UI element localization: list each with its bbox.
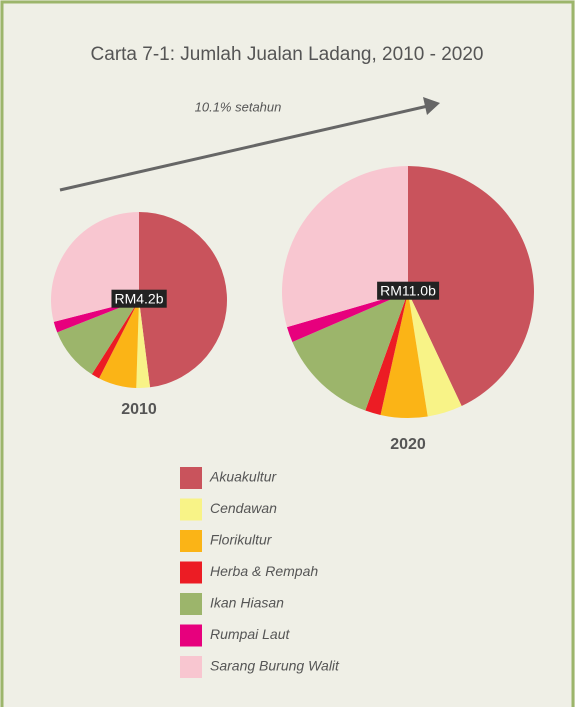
total-label-bg	[377, 281, 440, 300]
pie-slice	[99, 300, 139, 388]
legend-swatch	[180, 530, 202, 552]
pie-slice	[380, 292, 428, 419]
chart-title: Carta 7-1: Jumlah Jualan Ladang, 2010 - …	[91, 44, 484, 65]
arrow-head	[423, 97, 440, 115]
total-label: RM4.2b	[114, 291, 163, 307]
total-label-bg	[111, 289, 167, 308]
year-label: 2010	[121, 401, 157, 418]
pie-slice	[408, 292, 462, 417]
growth-arrow	[59, 104, 429, 192]
year-label: 2020	[390, 436, 426, 453]
annotation: 10.1% setahun	[195, 99, 282, 114]
legend-swatch	[180, 593, 202, 615]
legend-swatch	[180, 656, 202, 678]
pie-slice	[136, 300, 151, 388]
pie-slice	[91, 300, 139, 379]
legend-label: Rumpai Laut	[210, 626, 290, 642]
pie-slice	[57, 300, 139, 375]
pie-slice	[365, 292, 408, 415]
pie-slice	[53, 300, 140, 333]
legend-label: Florikultur	[210, 532, 273, 548]
pie-slice	[292, 292, 408, 411]
pie-slice	[281, 166, 408, 328]
legend-swatch	[180, 624, 202, 647]
pie-slice	[139, 212, 227, 388]
legend-swatch	[180, 467, 202, 489]
legend-swatch	[180, 498, 202, 521]
legend-label: Cendawan	[210, 500, 277, 516]
legend-label: Ikan Hiasan	[210, 595, 284, 611]
legend-label: Sarang Burung Walit	[210, 658, 340, 674]
legend-label: Herba & Rempah	[210, 563, 318, 579]
legend-swatch	[180, 561, 202, 584]
total-label: RM11.0b	[380, 283, 436, 299]
legend-label: Akuakultur	[209, 469, 277, 485]
pie-slice	[287, 292, 408, 343]
pie-slice	[408, 166, 535, 407]
